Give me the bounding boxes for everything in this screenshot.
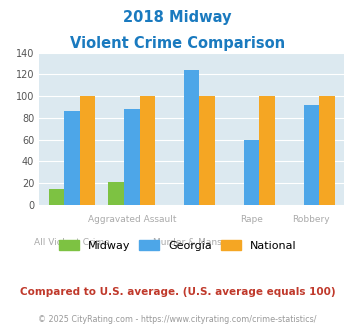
Text: © 2025 CityRating.com - https://www.cityrating.com/crime-statistics/: © 2025 CityRating.com - https://www.city…: [38, 315, 317, 324]
Text: Violent Crime Comparison: Violent Crime Comparison: [70, 36, 285, 51]
Bar: [244, 140, 260, 205]
Bar: [64, 111, 80, 205]
Bar: [200, 96, 215, 205]
Text: Compared to U.S. average. (U.S. average equals 100): Compared to U.S. average. (U.S. average …: [20, 287, 335, 297]
Text: Murder & Mans...: Murder & Mans...: [153, 238, 230, 247]
Bar: [109, 182, 124, 205]
Legend: Midway, Georgia, National: Midway, Georgia, National: [54, 236, 301, 255]
Text: Aggravated Assault: Aggravated Assault: [88, 214, 176, 223]
Bar: [124, 109, 140, 205]
Bar: [140, 96, 155, 205]
Bar: [304, 105, 319, 205]
Text: Robbery: Robbery: [293, 214, 330, 223]
Text: 2018 Midway: 2018 Midway: [123, 10, 232, 25]
Bar: [260, 96, 275, 205]
Bar: [49, 189, 64, 205]
Bar: [319, 96, 335, 205]
Text: Rape: Rape: [240, 214, 263, 223]
Bar: [184, 70, 200, 205]
Text: All Violent Crime: All Violent Crime: [34, 238, 110, 247]
Bar: [80, 96, 95, 205]
